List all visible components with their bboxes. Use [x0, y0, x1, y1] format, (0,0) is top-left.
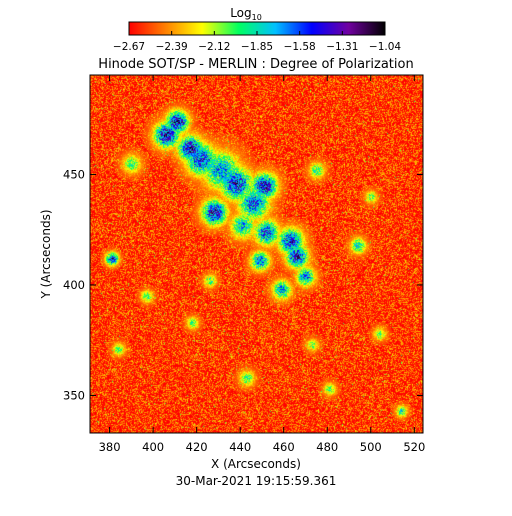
x-tick-label: 520 — [403, 440, 425, 454]
x-tick-label: 480 — [316, 440, 338, 454]
x-tick-label: 400 — [142, 440, 164, 454]
colorbar-label-main: Log — [230, 6, 251, 20]
plot-frame — [89, 74, 424, 434]
y-tick-label: 350 — [63, 388, 85, 402]
x-tick-label: 440 — [229, 440, 251, 454]
y-tick-label: 400 — [63, 278, 85, 292]
y-tick-label: 450 — [63, 167, 85, 181]
x-tick-label: 460 — [273, 440, 295, 454]
colorbar-tick-label: −2.67 — [113, 41, 145, 53]
x-axis: 380 400 420 440 460 480 500 520 — [99, 75, 425, 454]
x-axis-label: X (Arcseconds) — [211, 457, 301, 471]
colorbar-tick-label: −1.31 — [326, 41, 358, 53]
colorbar-tick-label: −1.85 — [241, 41, 273, 53]
timestamp: 30-Mar-2021 19:15:59.361 — [176, 474, 337, 488]
colorbar-label-subscript: 10 — [252, 13, 262, 22]
colorbar-tick-label: −2.39 — [156, 41, 188, 53]
colorbar-tick-label: −1.58 — [284, 41, 316, 53]
colorbar-label: Log10 — [230, 6, 262, 22]
colorbar-tick-label: −1.04 — [369, 41, 401, 53]
polarization-heatmap — [90, 75, 423, 433]
y-axis: 350 400 450 — [63, 167, 423, 402]
x-tick-label: 500 — [360, 440, 382, 454]
y-axis-label: Y (Arcseconds) — [39, 209, 53, 299]
colorbar-ticks: −2.67 −2.39 −2.12 −1.85 −1.58 −1.31 −1.04 — [113, 31, 401, 53]
x-tick-label: 380 — [99, 440, 121, 454]
chart-title: Hinode SOT/SP - MERLIN : Degree of Polar… — [98, 57, 413, 72]
colorbar-tick-label: −2.12 — [198, 41, 230, 53]
x-tick-label: 420 — [186, 440, 208, 454]
